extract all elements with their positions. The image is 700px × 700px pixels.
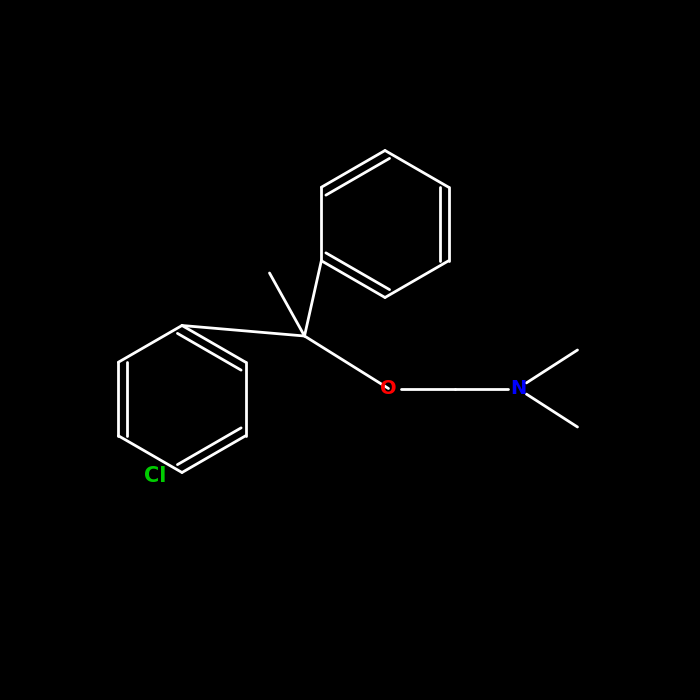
Text: Cl: Cl: [144, 466, 167, 486]
Text: O: O: [380, 379, 397, 398]
Text: N: N: [510, 379, 526, 398]
